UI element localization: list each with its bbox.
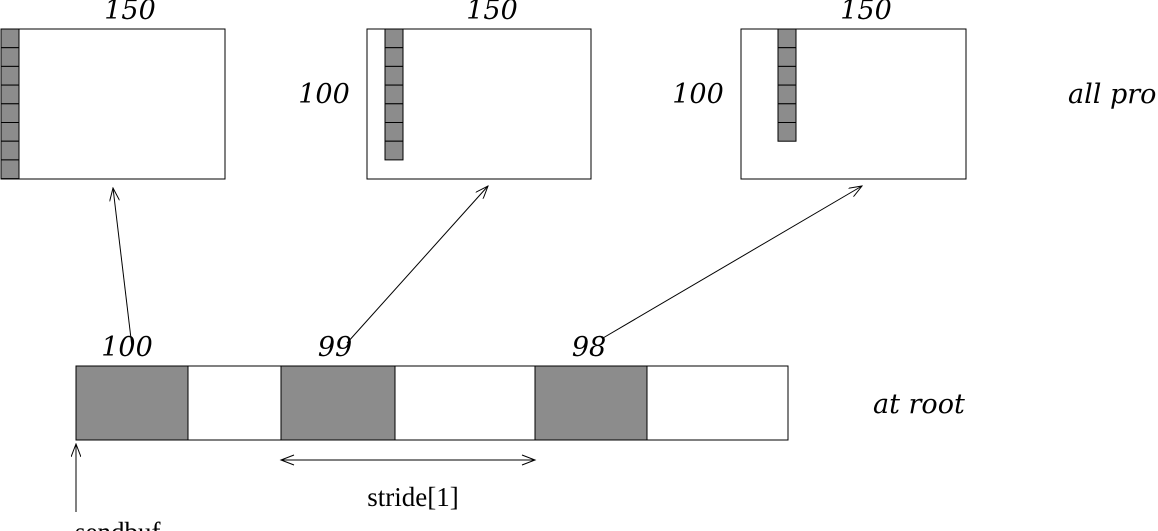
matrix-1-cell	[0, 159, 20, 180]
matrix-2-cell	[384, 65, 404, 86]
root-count-label-3: 98	[572, 332, 606, 363]
matrix-1-cell	[0, 65, 20, 86]
root-count-label-2: 99	[318, 332, 352, 363]
matrix-2-cell	[384, 84, 404, 105]
matrix-3-cell	[777, 28, 797, 49]
root-buffer-frame	[75, 365, 789, 441]
matrix-3-width-label: 150	[840, 0, 892, 26]
matrix-2-cell	[384, 140, 404, 161]
matrix-2-height-label: 100	[298, 79, 350, 110]
matrix-2-cell	[384, 103, 404, 124]
matrix-2-cell	[384, 47, 404, 67]
matrix-3-cell	[777, 84, 797, 105]
matrix-2-frame	[366, 28, 592, 180]
root-send-buffer: 100 99 98	[75, 332, 789, 441]
at-root-label: at root	[873, 389, 965, 420]
stride-arrowhead-left	[279, 454, 295, 466]
matrix-2-cell	[384, 28, 404, 49]
sendbuf-label: sendbuf	[75, 517, 160, 531]
stride-label: stride[1]	[367, 482, 458, 512]
matrix-3-column	[777, 28, 797, 142]
matrix-1-cell	[0, 84, 20, 105]
matrix-1-cell	[0, 140, 20, 161]
all-processes-label: all pro	[1068, 79, 1156, 110]
matrix-2-cell	[384, 122, 404, 142]
matrix-2-column	[384, 28, 404, 161]
arrow-to-matrix-2	[346, 186, 488, 344]
matrix-1-cell	[0, 47, 20, 67]
matrix-3-cell	[777, 65, 797, 86]
process-matrix-3: 150 100	[672, 0, 967, 180]
root-count-label-1: 100	[101, 332, 153, 363]
matrix-3-cell	[777, 103, 797, 124]
matrix-1-cell	[0, 103, 20, 124]
matrix-1-cell	[0, 28, 20, 49]
root-block-3	[534, 365, 648, 441]
matrix-1-width-label: 150	[104, 0, 156, 26]
matrix-3-cell	[777, 122, 797, 142]
process-matrix-2: 150 100	[298, 0, 592, 180]
matrix-3-cell	[777, 47, 797, 67]
process-matrix-1: 150	[0, 0, 226, 180]
root-block-1	[75, 365, 189, 441]
arrow-to-matrix-3	[602, 186, 862, 339]
arrow-to-matrix-1	[113, 188, 133, 348]
matrix-1-cell	[0, 122, 20, 142]
stride-arrowhead-right	[521, 454, 537, 466]
matrix-1-column	[0, 28, 20, 180]
matrix-1-frame	[0, 28, 226, 180]
matrix-3-frame	[740, 28, 967, 180]
matrix-3-height-label: 100	[672, 79, 724, 110]
root-block-2	[280, 365, 396, 441]
matrix-2-width-label: 150	[466, 0, 518, 26]
